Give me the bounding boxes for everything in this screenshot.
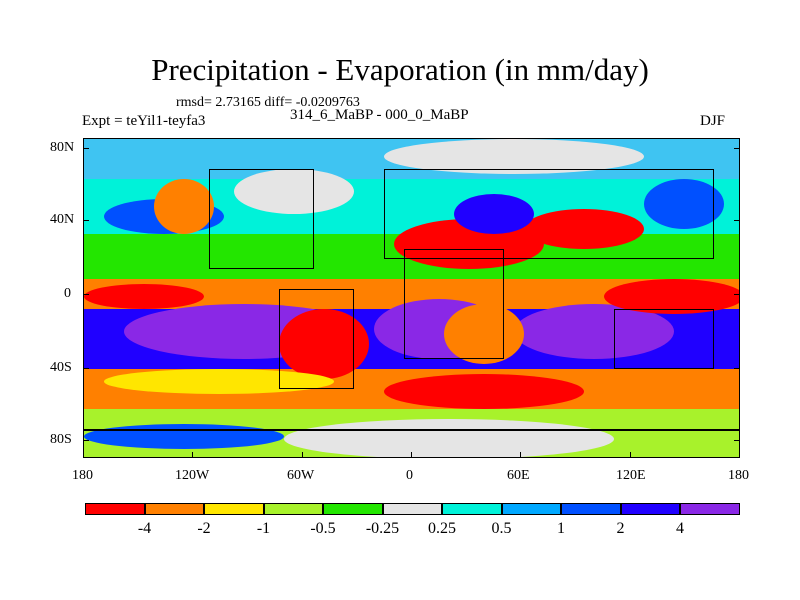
indian-purple-blob	[514, 304, 674, 359]
arctic-grey-blob	[384, 139, 644, 174]
experiment-label: Expt = teYil1-teyfa3	[82, 113, 206, 129]
colorbar-label: 4	[676, 520, 684, 537]
northpac-red-blob	[154, 179, 214, 234]
lon-label-0: 0	[406, 468, 413, 483]
lat-label-80n: 80N	[50, 140, 75, 155]
x-tick	[302, 452, 303, 458]
x-tick	[520, 452, 521, 458]
africa-outline	[404, 249, 504, 359]
mediterranean-blue-blob	[454, 194, 534, 234]
season-label: DJF	[700, 113, 726, 129]
colorbar-swatch	[501, 503, 561, 515]
colorbar-swatch	[561, 503, 621, 515]
lat-label-40s: 40S	[50, 360, 72, 375]
y-tick	[83, 294, 89, 295]
colorbar-swatch	[680, 503, 740, 515]
antarctica-outline	[84, 429, 739, 431]
colorbar-label: -0.25	[365, 520, 400, 537]
south-america-outline	[279, 289, 354, 389]
lon-label-120e: 120E	[616, 468, 646, 483]
y-tick	[734, 220, 740, 221]
asia-red-blob	[524, 209, 644, 249]
colorbar-label: 2	[616, 520, 625, 537]
colorbar-swatch	[144, 503, 204, 515]
lat-label-0: 0	[64, 286, 71, 301]
lon-label-60e: 60E	[507, 468, 530, 483]
lat-label-40n: 40N	[50, 212, 75, 227]
plot-title: Precipitation - Evaporation (in mm/day)	[151, 52, 649, 87]
colorbar-swatch	[382, 503, 442, 515]
colorbar-label: -4	[137, 520, 152, 537]
lon-label-180e: 180	[728, 468, 749, 483]
y-tick	[734, 440, 740, 441]
eurasia-outline	[384, 169, 714, 259]
colorbar-label: 0.5	[491, 520, 512, 537]
southpac-yellow-blob	[104, 369, 334, 394]
lon-label-120w: 120W	[175, 468, 210, 483]
y-tick	[83, 440, 89, 441]
colorbar-swatch	[442, 503, 502, 515]
map-panel	[83, 138, 740, 458]
east-asia-blue-blob	[644, 179, 724, 229]
stats-label: rmsd= 2.73165 diff= -0.0209763	[176, 95, 360, 110]
x-tick	[411, 452, 412, 458]
colorbar-swatch	[204, 503, 264, 515]
y-tick	[734, 148, 740, 149]
north-america-outline	[209, 169, 314, 269]
y-tick	[83, 368, 89, 369]
y-tick	[83, 148, 89, 149]
colorbar-swatch	[85, 503, 145, 515]
y-tick	[734, 368, 740, 369]
southern-red-blob	[384, 374, 584, 409]
lon-label-180w: 180	[72, 468, 93, 483]
lon-label-60w: 60W	[287, 468, 315, 483]
eastpac-red-blob	[84, 284, 204, 309]
lat-label-80s: 80S	[50, 432, 72, 447]
colorbar-label: 0.25	[428, 520, 456, 537]
colorbar-label: 1	[557, 520, 565, 537]
colorbar-swatch	[263, 503, 323, 515]
period-label: 314_6_MaBP - 000_0_MaBP	[290, 107, 469, 123]
southern-blue-blob	[84, 424, 284, 449]
southam-red-blob	[279, 309, 369, 379]
y-tick	[83, 220, 89, 221]
pacific-red-blob	[604, 279, 739, 314]
colorbar-label: -2	[197, 520, 211, 537]
y-tick	[734, 294, 740, 295]
x-tick	[192, 452, 193, 458]
africa-red-blob	[444, 304, 524, 364]
colorbar-swatch	[323, 503, 383, 515]
colorbar-label: -0.5	[310, 520, 336, 537]
colorbar-label: -1	[256, 520, 271, 537]
northamerica-grey-blob	[234, 169, 354, 214]
australia-outline	[614, 309, 714, 369]
colorbar-swatch	[620, 503, 680, 515]
x-tick	[630, 452, 631, 458]
antarctic-grey-blob	[284, 419, 614, 457]
